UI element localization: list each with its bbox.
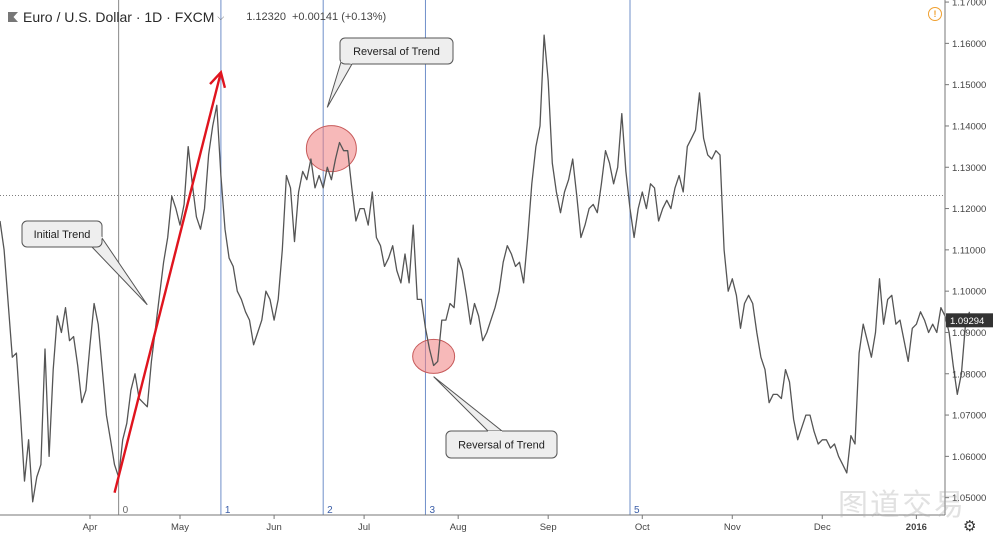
callout-layer: Initial Trend Reversal of Trend Reversal o…	[21, 37, 558, 459]
reversal-highlight-top	[305, 125, 357, 173]
price-tick-label: 1.17000	[952, 0, 986, 9]
price-tick-label: 1.10000	[952, 287, 986, 298]
callout-3: Reversal of Trend	[433, 376, 558, 459]
watermark-logo: 图道交易	[838, 488, 966, 523]
callout-text: Initial Trend	[34, 229, 91, 241]
price-tick-label: 1.09000	[952, 328, 986, 339]
callout-1: Initial Trend	[21, 220, 148, 306]
time-tick-label: Apr	[83, 522, 98, 533]
callout-pointer	[91, 237, 148, 306]
callout-text: Reversal of Trend	[353, 46, 440, 58]
price-line	[0, 34, 971, 503]
last-price-label: 1.09294	[950, 316, 984, 327]
callout-box	[339, 37, 454, 65]
price-change: +0.00141 (+0.13%)	[291, 11, 387, 23]
alert-icon[interactable]: !	[928, 7, 942, 21]
cycle-label-1: 1	[225, 505, 231, 516]
price-tick-label: 1.07000	[952, 411, 986, 422]
chevron-down-icon[interactable]: ⌵	[217, 11, 225, 22]
price-tick-label: 1.11000	[952, 245, 986, 256]
reversal-highlight-bottom	[412, 338, 456, 374]
trendline-arrowhead	[209, 69, 227, 89]
callout-pointer	[433, 376, 504, 432]
time-tick-label: Dec	[814, 522, 831, 533]
cycle-label-5: 5	[634, 505, 640, 516]
trendline	[113, 71, 223, 493]
flag-icon	[8, 12, 18, 22]
highlight-layer	[305, 125, 456, 374]
price-tick-label: 1.06000	[952, 452, 986, 463]
callout-pointer	[326, 61, 353, 108]
time-tick-label: May	[171, 522, 189, 533]
gear-icon[interactable]: ⚙	[963, 518, 977, 535]
chart-header: Euro / U.S. Dollar · 1D · FXCM ⌵ 1.12320…	[8, 8, 386, 26]
time-tick-label: Sep	[540, 522, 557, 533]
time-tick-label: 2016	[906, 522, 927, 533]
callout-box	[21, 220, 103, 248]
cycle-label-3: 3	[429, 505, 435, 516]
last-price-tag	[946, 313, 993, 328]
callout-2: Reversal of Trend	[326, 37, 454, 108]
time-tick-label: Nov	[724, 522, 741, 533]
trendline-layer	[113, 69, 227, 493]
time-tick-label: Aug	[450, 522, 467, 533]
price-tick-label: 1.14000	[952, 121, 986, 132]
cycle-lines-layer: 0 1 2 3 5	[118, 0, 640, 516]
price-tick-label: 1.12000	[952, 204, 986, 215]
callout-text: Reversal of Trend	[458, 440, 545, 452]
time-tick-label: Oct	[635, 522, 650, 533]
price-tick-label: 1.13000	[952, 163, 986, 174]
last-close-value: 1.12320	[246, 11, 286, 23]
symbol-title[interactable]: Euro / U.S. Dollar · 1D · FXCM	[23, 9, 215, 25]
time-tick-label: Jun	[266, 522, 281, 533]
price-tick-label: 1.16000	[952, 39, 986, 50]
price-tick-label: 1.15000	[952, 80, 986, 91]
price-tick-label: 1.08000	[952, 369, 986, 380]
price-tick-label: 1.05000	[952, 493, 986, 504]
cycle-label-2: 2	[327, 505, 333, 516]
time-tick-label: Jul	[358, 522, 370, 533]
cycle-label-0: 0	[123, 505, 129, 516]
price-series-layer	[0, 34, 971, 503]
